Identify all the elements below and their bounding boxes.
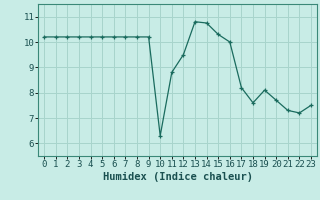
X-axis label: Humidex (Indice chaleur): Humidex (Indice chaleur) [103, 172, 252, 182]
